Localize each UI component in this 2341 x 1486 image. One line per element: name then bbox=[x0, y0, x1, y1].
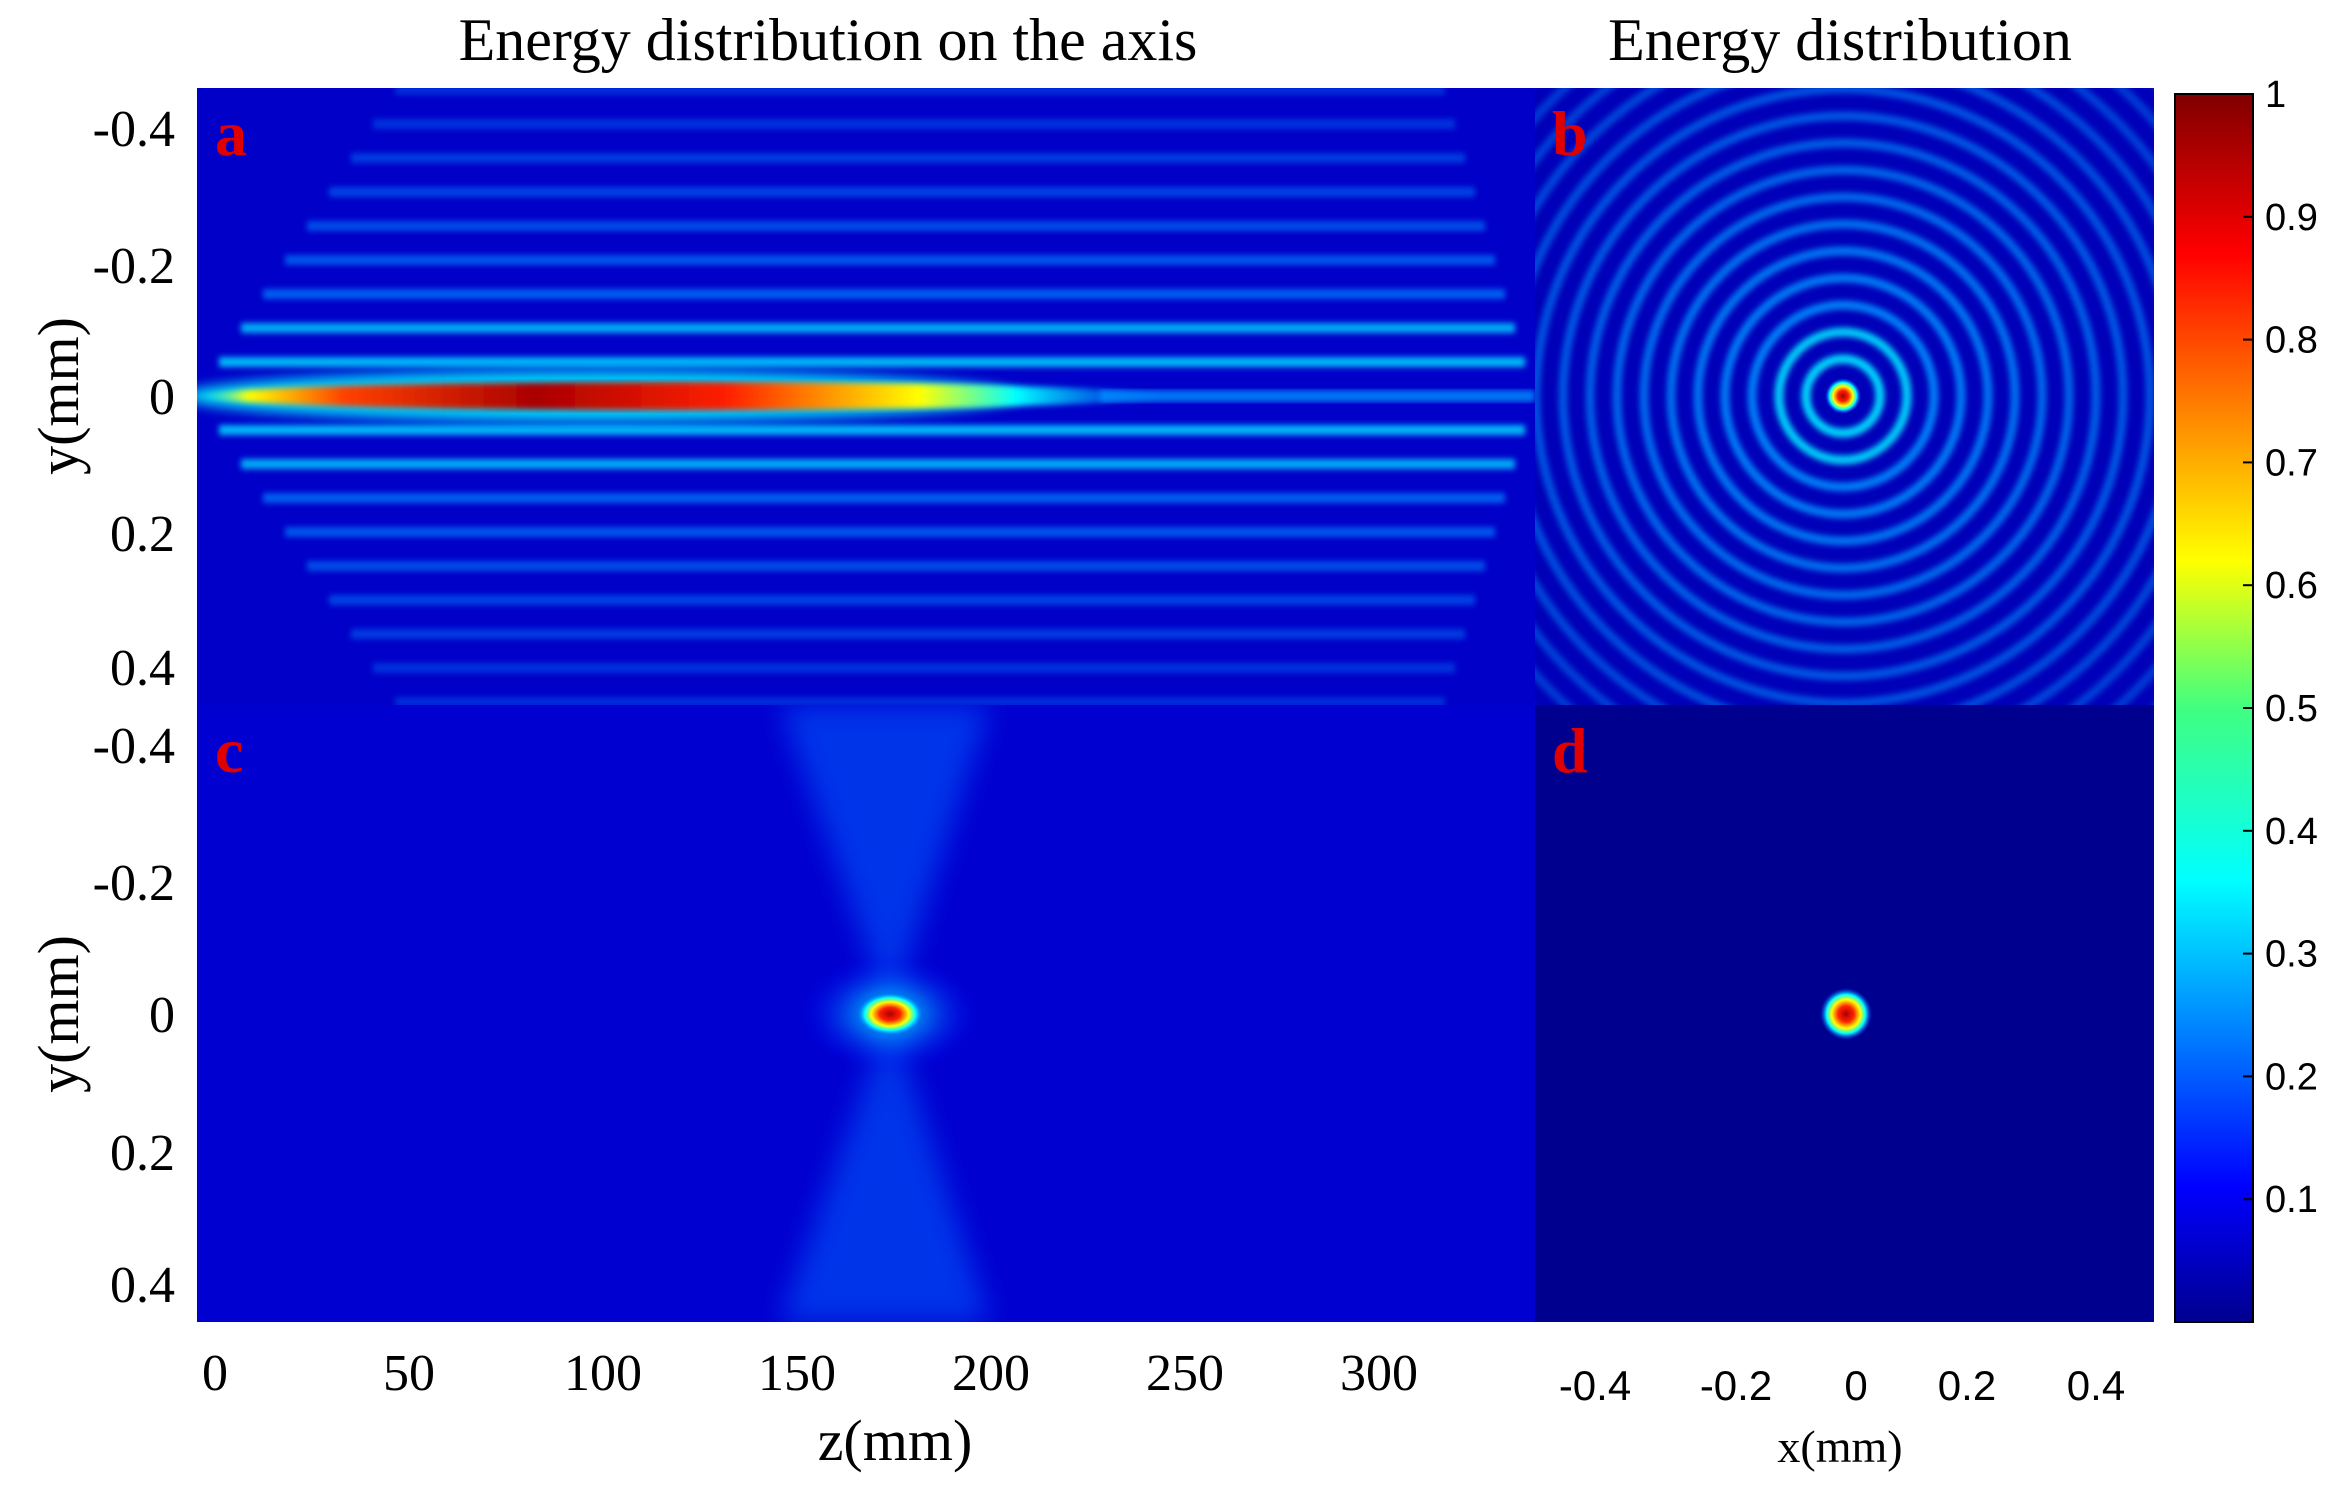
panel-letter-d: d bbox=[1552, 715, 1588, 786]
panel-d-xtick-label: -0.4 bbox=[1559, 1362, 1631, 1409]
panel-a-fringe bbox=[395, 697, 1445, 705]
panel-b-ring bbox=[1693, 246, 1993, 546]
panel-letter-c: c bbox=[215, 715, 243, 786]
panel-a-ylabel: y(mm) bbox=[26, 317, 91, 475]
colorbar-tick-label: 0.3 bbox=[2265, 934, 2318, 976]
panel-c-xtick-label: 100 bbox=[564, 1345, 642, 1402]
panel-c-ylabel: y(mm) bbox=[26, 935, 91, 1093]
panel-a bbox=[197, 88, 1535, 705]
panel-a-ytick-label: -0.2 bbox=[93, 238, 175, 295]
panel-a-fringe bbox=[307, 561, 1485, 571]
panel-c-ytick-label: 0 bbox=[149, 987, 175, 1044]
panel-a-ytick-label: -0.4 bbox=[93, 101, 175, 158]
panel-c-xlabel: z(mm) bbox=[818, 1408, 973, 1473]
panel-b bbox=[1535, 88, 2154, 705]
panel-b-ring bbox=[1720, 273, 1966, 519]
colorbar: 0.1 0.2 0.3 0.4 0.5 0.6 0.7 0.8 0.9 1 bbox=[2174, 74, 2318, 1323]
panel-a-fringe bbox=[329, 595, 1475, 605]
colorbar-tick-label: 0.1 bbox=[2265, 1179, 2318, 1221]
panel-d-xtick-label: -0.2 bbox=[1700, 1362, 1772, 1409]
panel-b-ring bbox=[1612, 165, 2074, 627]
panel-c-ytick-label: -0.2 bbox=[93, 855, 175, 912]
panel-c-xtick-label: 150 bbox=[758, 1345, 836, 1402]
panel-c-xtick-label: 200 bbox=[952, 1345, 1030, 1402]
panel-a-fringe bbox=[241, 459, 1515, 469]
panel-c-ytick-label: 0.2 bbox=[110, 1125, 175, 1182]
panel-c-xtick-label: 250 bbox=[1146, 1345, 1224, 1402]
panel-d-xlabel: x(mm) bbox=[1777, 1421, 1902, 1472]
panel-a-tail bbox=[1100, 390, 1535, 402]
colorbar-tick-label: 0.8 bbox=[2265, 320, 2318, 362]
panel-a-fringe bbox=[241, 323, 1515, 333]
panel-c-cone bbox=[780, 705, 990, 1014]
panel-c-focal-spot bbox=[856, 992, 924, 1036]
panel-b-title: Energy distribution bbox=[1608, 7, 2072, 73]
panel-a-fringe bbox=[395, 88, 1445, 95]
panel-c-ytick-label: -0.4 bbox=[93, 718, 175, 775]
panel-a-ytick-label: 0 bbox=[149, 369, 175, 426]
panel-a-fringe bbox=[329, 187, 1475, 197]
panel-b-rings bbox=[1535, 88, 2154, 705]
panel-c-ytick-label: 0.4 bbox=[110, 1257, 175, 1314]
panel-b-ring bbox=[1747, 300, 1939, 492]
panel-c-cone bbox=[780, 1014, 990, 1322]
panel-b-ring bbox=[1585, 138, 2101, 654]
panel-c bbox=[197, 705, 1535, 1322]
panel-c-xticks: 0 50 100 150 200 250 300 bbox=[202, 1345, 1418, 1402]
panel-d-xtick-label: 0.4 bbox=[2067, 1362, 2125, 1409]
panel-a-ytick-label: 0.4 bbox=[110, 640, 175, 697]
panel-b-ring bbox=[1639, 192, 2047, 600]
panel-b-ring bbox=[1801, 354, 1885, 438]
panel-a-fringe bbox=[285, 255, 1495, 265]
colorbar-tick-label: 0.5 bbox=[2265, 688, 2318, 730]
panel-a-title: Energy distribution on the axis bbox=[459, 7, 1198, 73]
panel-a-fringe bbox=[219, 425, 1525, 435]
panel-d-focal-spot bbox=[1820, 988, 1872, 1040]
panel-a-focal-line bbox=[200, 382, 1160, 410]
panel-c-yticks: -0.4 -0.2 0 0.2 0.4 bbox=[93, 718, 175, 1314]
panel-a-fringes bbox=[219, 88, 1525, 705]
colorbar-gradient bbox=[2174, 93, 2254, 1323]
panel-d-xtick-label: 0 bbox=[1844, 1362, 1867, 1409]
panel-letter-b: b bbox=[1552, 98, 1588, 169]
panel-a-fringe bbox=[219, 357, 1525, 367]
colorbar-tick-label: 0.9 bbox=[2265, 197, 2318, 239]
panel-d bbox=[1535, 705, 2154, 1322]
panel-a-yticks: -0.4 -0.2 0 0.2 0.4 bbox=[93, 101, 175, 697]
colorbar-tick-label: 0.2 bbox=[2265, 1056, 2318, 1098]
panel-a-fringe bbox=[373, 663, 1455, 673]
panel-a-ytick-label: 0.2 bbox=[110, 506, 175, 563]
panel-b-center-spot bbox=[1825, 378, 1861, 414]
panel-c-xtick-label: 50 bbox=[383, 1345, 435, 1402]
panel-b-ring bbox=[1666, 219, 2020, 573]
panel-a-fringe bbox=[351, 629, 1465, 639]
panel-a-fringe bbox=[307, 221, 1485, 231]
colorbar-tick-label: 1 bbox=[2265, 74, 2286, 116]
panel-c-xtick-label: 300 bbox=[1340, 1345, 1418, 1402]
panel-b-ring bbox=[1774, 327, 1912, 465]
colorbar-tick-label: 0.7 bbox=[2265, 442, 2318, 484]
panel-a-fringe bbox=[285, 527, 1495, 537]
panel-letter-a: a bbox=[215, 98, 247, 169]
colorbar-tick-label: 0.6 bbox=[2265, 565, 2318, 607]
panel-a-fringe bbox=[373, 119, 1455, 129]
colorbar-tick-label: 0.4 bbox=[2265, 811, 2318, 853]
panel-a-fringe bbox=[263, 493, 1505, 503]
panel-d-xticks: -0.4 -0.2 0 0.2 0.4 bbox=[1559, 1362, 2125, 1409]
panel-a-fringe bbox=[351, 153, 1465, 163]
colorbar-ticks: 0.1 0.2 0.3 0.4 0.5 0.6 0.7 0.8 0.9 1 bbox=[2243, 74, 2318, 1221]
panel-b-ring bbox=[1535, 88, 2154, 705]
panel-d-xtick-label: 0.2 bbox=[1938, 1362, 1996, 1409]
panel-a-fringe bbox=[263, 289, 1505, 299]
panel-b-ring bbox=[1558, 111, 2128, 681]
panel-c-xtick-label: 0 bbox=[202, 1345, 228, 1402]
